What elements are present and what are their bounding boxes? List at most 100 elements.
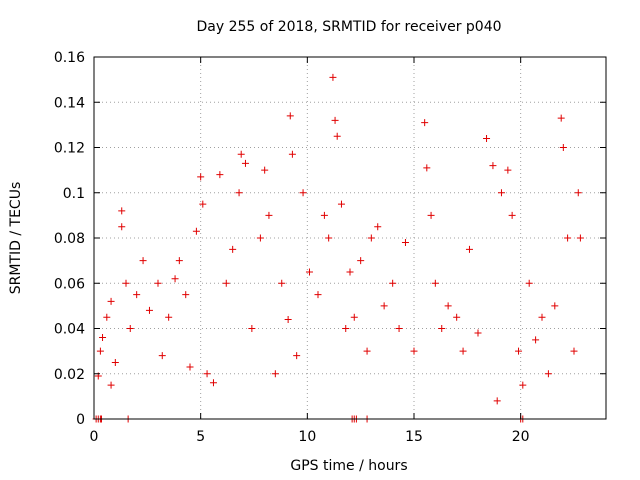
data-point [401, 239, 409, 247]
data-point [171, 275, 179, 283]
y-tick-label: 0.12 [54, 141, 85, 157]
data-point [389, 279, 397, 287]
y-tick-label: 0.14 [54, 95, 85, 111]
data-point [154, 279, 162, 287]
y-tick-label: 0.02 [54, 367, 85, 383]
x-tick-label: 0 [90, 429, 99, 445]
data-point [497, 189, 505, 197]
data-point [216, 171, 224, 179]
data-point [551, 302, 559, 310]
data-point [118, 207, 126, 215]
data-point [325, 234, 333, 242]
data-point [286, 112, 294, 120]
data-point [489, 162, 497, 170]
data-point [333, 132, 341, 140]
plot-frame [93, 56, 607, 420]
data-point [329, 73, 337, 81]
data-point [532, 336, 540, 344]
data-point [483, 134, 491, 142]
data-point [278, 279, 286, 287]
data-point [357, 257, 365, 265]
data-point [186, 363, 194, 371]
data-point [222, 279, 230, 287]
data-point [459, 347, 467, 355]
data-point [474, 329, 482, 337]
data-point [197, 173, 205, 181]
data-point [515, 347, 523, 355]
data-point [453, 313, 461, 321]
data-point [139, 257, 147, 265]
data-point [346, 268, 354, 276]
data-point [265, 211, 273, 219]
chart-title: Day 255 of 2018, SRMTID for receiver p04… [196, 19, 501, 35]
x-tick-label: 20 [512, 429, 530, 445]
data-point [237, 150, 245, 158]
data-point [525, 279, 533, 287]
data-point [395, 325, 403, 332]
data-point [107, 381, 115, 389]
data-point [431, 279, 439, 287]
data-point [367, 234, 375, 242]
data-point [133, 291, 141, 299]
data-point [145, 306, 153, 314]
data-point [519, 381, 527, 389]
x-axis-label: GPS time / hours [290, 458, 407, 474]
data-point [421, 119, 429, 127]
data-point [427, 211, 435, 219]
data-point [380, 302, 388, 310]
data-point [574, 189, 582, 197]
data-point [493, 397, 501, 405]
data-point [538, 313, 546, 321]
grid-layer [94, 57, 606, 419]
data-point [314, 291, 322, 299]
data-point [111, 358, 119, 366]
data-point [305, 268, 313, 276]
data-point [192, 227, 200, 235]
y-tick-label: 0 [76, 412, 85, 428]
data-point [438, 325, 446, 332]
x-tick-label: 10 [298, 429, 316, 445]
data-point [410, 347, 418, 355]
data-point [288, 150, 296, 158]
y-tick-label: 0.06 [54, 276, 85, 292]
data-point [374, 223, 382, 231]
data-point [271, 370, 279, 378]
data-point [337, 200, 345, 208]
data-point [331, 116, 339, 124]
data-point [444, 302, 452, 310]
data-point [504, 166, 512, 174]
y-tick-label: 0.1 [63, 186, 85, 202]
data-point [165, 313, 173, 321]
data-point [126, 325, 134, 332]
data-point [199, 200, 207, 208]
data-point [350, 313, 358, 321]
data-point [256, 234, 264, 242]
data-point [342, 325, 350, 332]
data-point [557, 114, 565, 122]
data-point [261, 166, 269, 174]
data-point [320, 211, 328, 219]
data-point [570, 347, 578, 355]
data-point [122, 279, 130, 287]
data-point [203, 370, 211, 378]
x-tick-label: 15 [405, 429, 423, 445]
data-point [99, 334, 107, 342]
axes-layer: 0 0.02 0.04 0.06 0.08 0.1 0.12 0.14 0.16 0 5 10 15 20 [54, 50, 606, 445]
data-point [299, 189, 307, 197]
y-tick-label: 0.16 [54, 50, 85, 66]
data-point [175, 257, 183, 265]
data-point [559, 144, 567, 151]
data-point [465, 245, 473, 253]
data-point [229, 245, 237, 253]
data-point [107, 297, 115, 305]
y-tick-label: 0.04 [54, 322, 85, 338]
data-point [544, 370, 552, 378]
data-point [363, 347, 371, 355]
data-point [158, 352, 166, 360]
data-point [564, 234, 572, 242]
y-axis-label: SRMTID / TECUs [8, 182, 24, 295]
y-tick-label: 0.08 [54, 231, 85, 247]
data-point [209, 379, 217, 387]
data-point [103, 313, 111, 321]
